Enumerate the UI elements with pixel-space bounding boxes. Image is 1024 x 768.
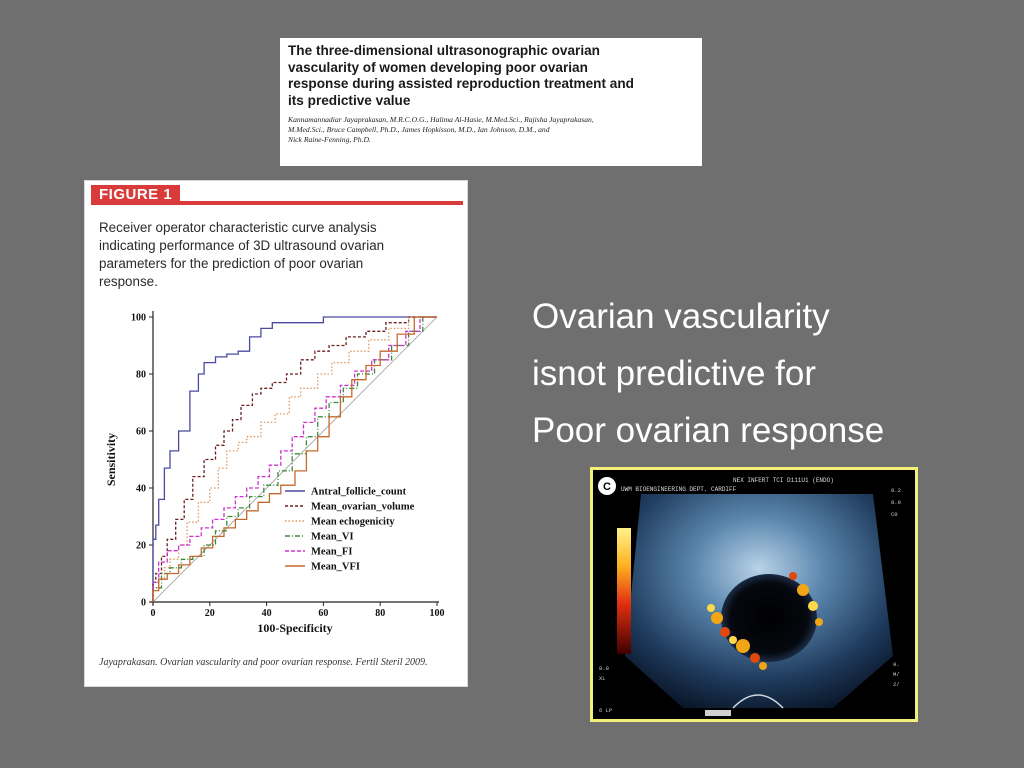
y-tick-label: 0	[141, 598, 146, 609]
legend-entry: Mean_VFI	[311, 562, 360, 573]
y-tick-label: 20	[136, 541, 146, 552]
legend-entry: Mean_FI	[311, 547, 352, 558]
x-axis-label: 100-Specificity	[257, 621, 332, 635]
y-tick-label: 40	[136, 484, 146, 495]
legend-entry: Mean echogenicity	[311, 517, 395, 528]
scanner-header-text: NEX INFERT TCI D111U1 (ENDO)	[733, 477, 834, 484]
doppler-signal	[707, 572, 823, 670]
panel-letter-badge	[598, 477, 616, 495]
svg-text:M/: M/	[893, 671, 900, 678]
ultrasound-frame: C NEX INFERT TCI D111U1 (ENDO) UWM BIOEN…	[590, 467, 918, 722]
y-axis-label: Sensitivity	[104, 433, 118, 486]
roc-curve-mean-vfi	[152, 316, 437, 602]
figure-rule	[91, 201, 463, 205]
svg-text:2/: 2/	[893, 681, 900, 688]
probe-arc	[732, 694, 784, 709]
roc-curve-mean-ovarian-volume	[152, 316, 437, 602]
svg-text:6 LP: 6 LP	[599, 707, 612, 714]
legend-entry: Mean_VI	[311, 532, 354, 543]
x-tick-label: 0	[151, 608, 156, 619]
slide-line: Ovarian vascularity	[532, 297, 830, 336]
svg-text:C0: C0	[891, 511, 898, 518]
color-scale-bar	[617, 528, 631, 654]
roc-chart: 0 20 40 60 80 100 0 20 40 60 80 100 100-Specificity S…	[104, 311, 445, 635]
roc-curve-mean-fi	[152, 316, 437, 602]
y-tick-label: 60	[136, 427, 146, 438]
roc-curve-mean-vi	[152, 316, 437, 602]
y-tick-label: 80	[136, 370, 146, 381]
figure-credit: Jayaprakasan. Ovarian vascularity and po…	[99, 657, 428, 668]
roc-curve-antral-follicle-count	[152, 316, 437, 602]
paper-header: The three-dimensional ultrasonographic o…	[280, 38, 702, 166]
svg-text:9.: 9.	[893, 661, 900, 668]
x-tick-label: 80	[375, 608, 385, 619]
svg-text:XL: XL	[599, 675, 606, 682]
x-tick-label: 20	[205, 608, 215, 619]
slide-text: Ovarian vascularity isnot predictive for…	[532, 288, 1002, 459]
paper-title: The three-dimensional ultrasonographic o…	[288, 43, 634, 108]
svg-text:8.0: 8.0	[599, 665, 609, 672]
paper-authors: Kannamannadiar Jayaprakasan, M.R.C.O.G.,…	[288, 115, 594, 144]
y-tick-label: 100	[131, 313, 146, 324]
x-tick-label: 60	[318, 608, 328, 619]
svg-text:8.0: 8.0	[891, 499, 901, 506]
ultrasound-image: C NEX INFERT TCI D111U1 (ENDO) UWM BIOEN…	[593, 470, 915, 719]
figure-caption: Receiver operator characteristic curve a…	[99, 220, 385, 289]
legend-entry: Mean_ovarian_volume	[311, 502, 415, 513]
scanner-dept-text: UWM BIOENGINEERING DEPT. CARDIFF	[621, 486, 737, 493]
figure-label: FIGURE 1	[91, 185, 181, 205]
panel-letter: C	[603, 481, 611, 493]
x-tick-label: 100	[430, 608, 445, 619]
reference-diagonal	[152, 316, 438, 603]
slide-line: isnot predictive for	[532, 354, 817, 393]
slide-line: Poor ovarian response	[532, 411, 885, 450]
roc-curve-mean-echogenicity	[152, 316, 437, 602]
svg-text:8.2: 8.2	[891, 487, 901, 494]
x-tick-label: 40	[262, 608, 272, 619]
legend-entry: Antral_follicle_count	[311, 487, 407, 498]
figure-panel: FIGURE 1 Receiver operator characteristi…	[84, 180, 468, 687]
